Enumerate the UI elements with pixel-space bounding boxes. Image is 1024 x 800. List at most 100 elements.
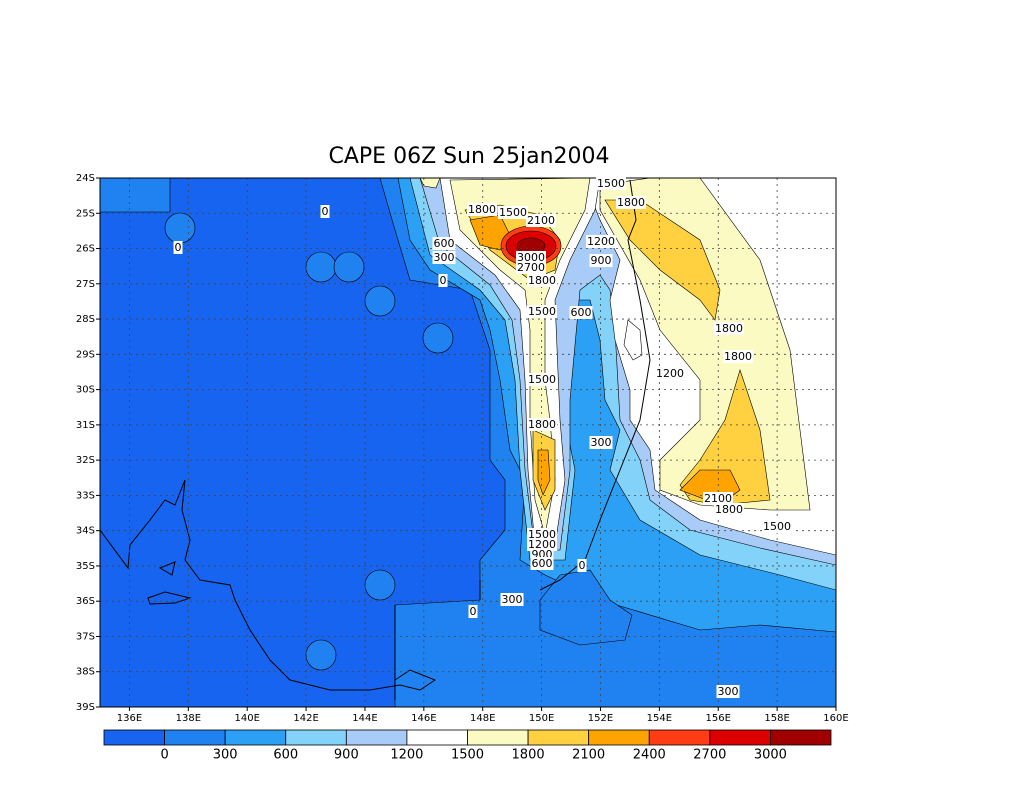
y-tick-label: 30S: [76, 385, 95, 396]
colorbar-box: [588, 729, 650, 746]
contour-band: [364, 569, 396, 601]
contour-label: 600: [434, 237, 455, 250]
contour-label: 1500: [597, 177, 625, 190]
contour-label-bg: [527, 274, 557, 287]
colorbar-box: [164, 729, 226, 746]
contour-label-bg: [432, 237, 456, 250]
contour-label: 3000: [517, 251, 545, 264]
y-tick-label: 31S: [76, 420, 95, 431]
x-tick-label: 142E: [293, 713, 318, 724]
contour-label-bg: [589, 436, 613, 449]
y-tick-label: 26S: [76, 244, 95, 255]
contour-label: 1800: [715, 503, 743, 516]
x-tick-label: 152E: [588, 713, 613, 724]
contour-label: 600: [571, 306, 592, 319]
contour-band: [539, 569, 633, 646]
contour-label: 300: [591, 436, 612, 449]
x-tick-label: 146E: [411, 713, 436, 724]
contour-label-bg: [516, 251, 546, 264]
contour-band: [333, 251, 365, 283]
contour-label-bg: [526, 214, 556, 227]
y-tick-label: 35S: [76, 561, 95, 572]
y-tick-label: 28S: [76, 314, 95, 325]
colorbar-label: 300: [213, 748, 238, 763]
colorbar-box: [709, 729, 771, 746]
x-tick-label: 144E: [352, 713, 377, 724]
contour-label: 0: [440, 274, 447, 287]
y-tick-label: 33S: [76, 490, 95, 501]
x-tick-label: 156E: [706, 713, 731, 724]
y-tick-label: 34S: [76, 526, 95, 537]
contour-label-bg: [596, 177, 626, 190]
contour-label: 1800: [528, 418, 556, 431]
contour-label: 1200: [528, 538, 556, 551]
contour-label-bg: [616, 196, 646, 209]
contour-label: 1500: [528, 373, 556, 386]
y-tick-label: 36S: [76, 596, 95, 607]
contour-label-bg: [714, 503, 744, 516]
colorbar-label: 900: [334, 748, 359, 763]
coastline: [100, 179, 651, 700]
contour-label: 0: [470, 605, 477, 618]
colorbar-label: 2100: [572, 748, 605, 763]
x-tick-label: 150E: [529, 713, 554, 724]
colorbar-box: [345, 729, 408, 746]
colorbar-box: [406, 729, 468, 746]
colorbar-label: 1200: [390, 748, 423, 763]
contour-label-bg: [173, 241, 183, 254]
contour-label-bg: [438, 274, 448, 287]
colorbar-label: 2700: [693, 748, 726, 763]
colorbar-label: 3000: [754, 748, 787, 763]
contour-band: [422, 322, 454, 354]
colorbar-label: 0: [160, 748, 168, 763]
contour-label: 1200: [656, 367, 684, 380]
contour-label: 600: [532, 557, 553, 570]
contour-label: 1200: [587, 235, 615, 248]
colorbar-box: [648, 729, 711, 746]
contour-band: [164, 212, 196, 244]
x-tick-label: 160E: [823, 713, 848, 724]
chart-title: CAPE 06Z Sun 25jan2004: [329, 144, 610, 169]
contour-label-bg: [498, 206, 528, 219]
colorbar-label: 2400: [633, 748, 666, 763]
contour-label: 0: [322, 205, 329, 218]
x-tick-label: 138E: [176, 713, 201, 724]
colorbar-label: 1500: [451, 748, 484, 763]
contour-label-bg: [432, 251, 456, 264]
contour-label: 300: [718, 685, 739, 698]
contour-label: 1800: [468, 203, 496, 216]
contour-label-bg: [569, 306, 593, 319]
x-tick-label: 136E: [117, 713, 142, 724]
x-tick-label: 148E: [470, 713, 495, 724]
contour-label-bg: [468, 605, 478, 618]
contour-label-bg: [467, 203, 497, 216]
contour-label: 1500: [528, 305, 556, 318]
contour-label: 2100: [704, 492, 732, 505]
y-tick-label: 37S: [76, 631, 95, 642]
y-tick-label: 32S: [76, 455, 95, 466]
colorbar-label: 600: [273, 748, 298, 763]
x-tick-label: 140E: [234, 713, 259, 724]
contour-label-bg: [527, 528, 557, 541]
contour-label: 1800: [715, 322, 743, 335]
contour-label: 1800: [724, 350, 752, 363]
x-tick-label: 154E: [647, 713, 672, 724]
contour-label-bg: [703, 492, 733, 505]
contour-label-bg: [714, 322, 744, 335]
contour-label-bg: [527, 538, 557, 551]
colorbar-label: 1800: [512, 748, 545, 763]
contour-label-bg: [527, 373, 557, 386]
contour-label-bg: [586, 235, 616, 248]
x-tick-label: 158E: [764, 713, 789, 724]
colorbar-box: [467, 729, 529, 746]
contour-band: [305, 251, 337, 283]
contour-label: 0: [175, 241, 182, 254]
contour-label-bg: [527, 418, 557, 431]
plot-frame: [99, 177, 837, 708]
contour-band: [537, 449, 551, 496]
y-tick-label: 29S: [76, 349, 95, 360]
contour-label: 1500: [528, 528, 556, 541]
contour-label-bg: [723, 350, 753, 363]
contour-label: 2100: [527, 214, 555, 227]
